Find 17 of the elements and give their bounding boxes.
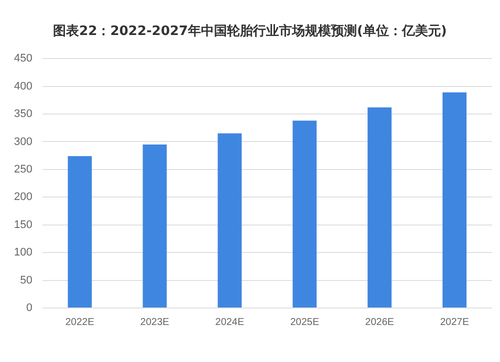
y-tick-label: 450 xyxy=(14,52,32,65)
y-tick-label: 200 xyxy=(14,191,32,204)
y-tick-label: 400 xyxy=(14,80,32,92)
x-tick-label: 2025E xyxy=(290,316,320,328)
y-tick-label: 150 xyxy=(14,218,32,231)
y-tick-label: 100 xyxy=(14,246,32,259)
x-tick-label: 2023E xyxy=(140,316,170,328)
x-tick-label: 2024E xyxy=(215,316,244,328)
x-tick-label: 2026E xyxy=(365,316,394,328)
x-tick-label: 2027E xyxy=(440,316,470,328)
y-tick-label: 350 xyxy=(14,108,32,120)
y-tick-label: 250 xyxy=(14,163,32,176)
x-tick-label: 2022E xyxy=(65,316,95,328)
y-tick-label: 0 xyxy=(26,302,32,314)
y-tick-label: 300 xyxy=(14,136,32,148)
y-tick-label: 50 xyxy=(20,274,32,286)
chart-title: 图表22：2022-2027年中国轮胎行业市场规模预测(单位：亿美元) xyxy=(52,22,448,41)
